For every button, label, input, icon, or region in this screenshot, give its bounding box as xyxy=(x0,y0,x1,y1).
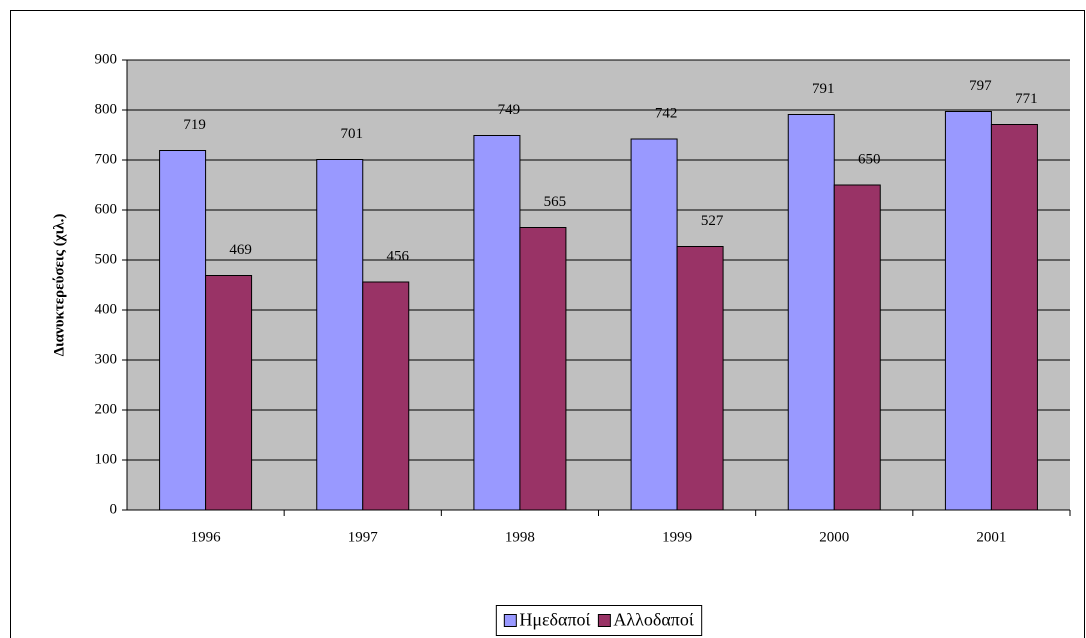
bar xyxy=(787,114,835,511)
bar xyxy=(630,138,678,511)
legend-label: Αλλοδαποί xyxy=(613,610,693,630)
data-label: 565 xyxy=(544,194,567,210)
x-tick-label: 1996 xyxy=(191,529,222,545)
y-tick-label: 400 xyxy=(95,301,118,317)
bar xyxy=(990,124,1038,511)
x-tick-label: 2000 xyxy=(819,529,849,545)
data-label: 719 xyxy=(183,117,206,133)
x-tick-label: 2001 xyxy=(976,529,1006,545)
data-label: 797 xyxy=(969,78,992,94)
legend-swatch xyxy=(597,614,611,627)
x-tick-label: 1998 xyxy=(505,529,535,545)
data-label: 749 xyxy=(498,102,521,118)
plot-area xyxy=(127,60,1070,510)
y-tick-label: 300 xyxy=(95,351,118,367)
y-tick-label: 100 xyxy=(95,451,118,467)
data-label: 469 xyxy=(229,242,252,258)
y-tick-label: 200 xyxy=(95,401,118,417)
bar xyxy=(833,184,881,511)
data-label: 771 xyxy=(1015,91,1038,107)
bar xyxy=(676,246,724,511)
bar xyxy=(944,111,992,511)
data-label: 456 xyxy=(387,248,410,264)
data-label: 701 xyxy=(341,126,364,142)
bar xyxy=(519,227,567,511)
y-tick-label: 800 xyxy=(95,101,118,117)
data-label: 791 xyxy=(812,81,835,97)
data-label: 650 xyxy=(858,151,881,167)
bar xyxy=(205,275,253,511)
y-tick-label: 900 xyxy=(95,51,118,67)
data-label: 742 xyxy=(655,105,678,121)
y-tick-label: 0 xyxy=(110,501,118,517)
y-tick-label: 700 xyxy=(95,151,118,167)
bar xyxy=(316,159,364,511)
y-tick-label: 500 xyxy=(95,251,118,267)
bar xyxy=(362,281,410,511)
y-axis-label: Διανυκτερεύσεις (χιλ.) xyxy=(51,214,67,357)
y-tick-label: 600 xyxy=(95,201,118,217)
legend-swatch xyxy=(503,614,517,627)
legend-label: Ημεδαποί xyxy=(519,610,590,630)
x-tick-label: 1997 xyxy=(348,529,379,545)
legend: Ημεδαποί Αλλοδαποί xyxy=(495,605,703,636)
bar xyxy=(473,135,521,511)
x-tick-label: 1999 xyxy=(662,529,692,545)
bar xyxy=(159,150,207,511)
data-label: 527 xyxy=(701,213,724,229)
